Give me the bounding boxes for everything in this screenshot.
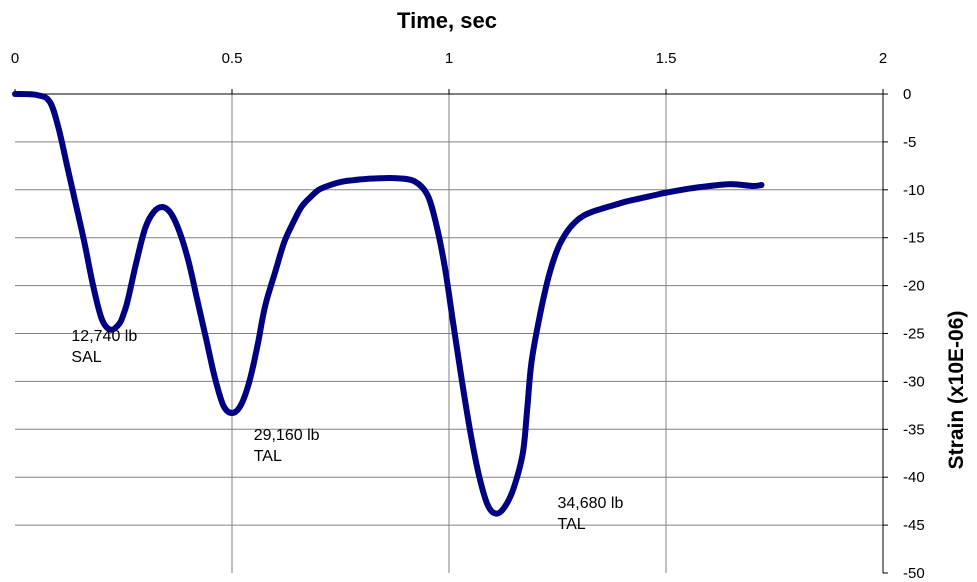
x-axis-ticks: 0 0.5 1 1.5 2: [11, 50, 887, 94]
load-annotation: 34,680 lb TAL: [558, 495, 624, 533]
y-tick-label: -20: [903, 278, 925, 295]
y-tick-label: -5: [903, 134, 916, 151]
y-tick-label: -45: [903, 517, 925, 534]
y-tick-label: -40: [903, 469, 925, 486]
x-tick-label: 0.5: [222, 50, 243, 67]
x-tick-label: 0: [11, 50, 19, 67]
y-tick-label: -25: [903, 326, 925, 343]
strain-series-line: [12, 91, 765, 517]
y-axis-ticks: 0 -5 -10 -15 -20 -25 -30 -35 -40 -45 -50: [883, 86, 925, 582]
annotations: 12,740 lb SAL 29,160 lb TAL 34,680 lb TAL: [71, 328, 623, 533]
load-annotation: 29,160 lb TAL: [254, 427, 320, 465]
y-tick-label: -50: [903, 565, 925, 582]
y-tick-label: -10: [903, 182, 925, 199]
y-axis-label: Strain (x10E-06): [945, 311, 968, 470]
load-annotation: 12,740 lb SAL: [71, 328, 137, 366]
series-layer: [12, 91, 765, 517]
x-tick-label: 2: [879, 50, 887, 67]
x-tick-label: 1.5: [656, 50, 677, 67]
y-tick-label: -30: [903, 373, 925, 390]
y-tick-label: 0: [903, 86, 911, 103]
x-tick-label: 1: [445, 50, 453, 67]
y-tick-label: -35: [903, 421, 925, 438]
chart-title: Time, sec: [397, 8, 497, 33]
y-tick-label: -15: [903, 230, 925, 247]
grid-lines: [15, 93, 884, 573]
